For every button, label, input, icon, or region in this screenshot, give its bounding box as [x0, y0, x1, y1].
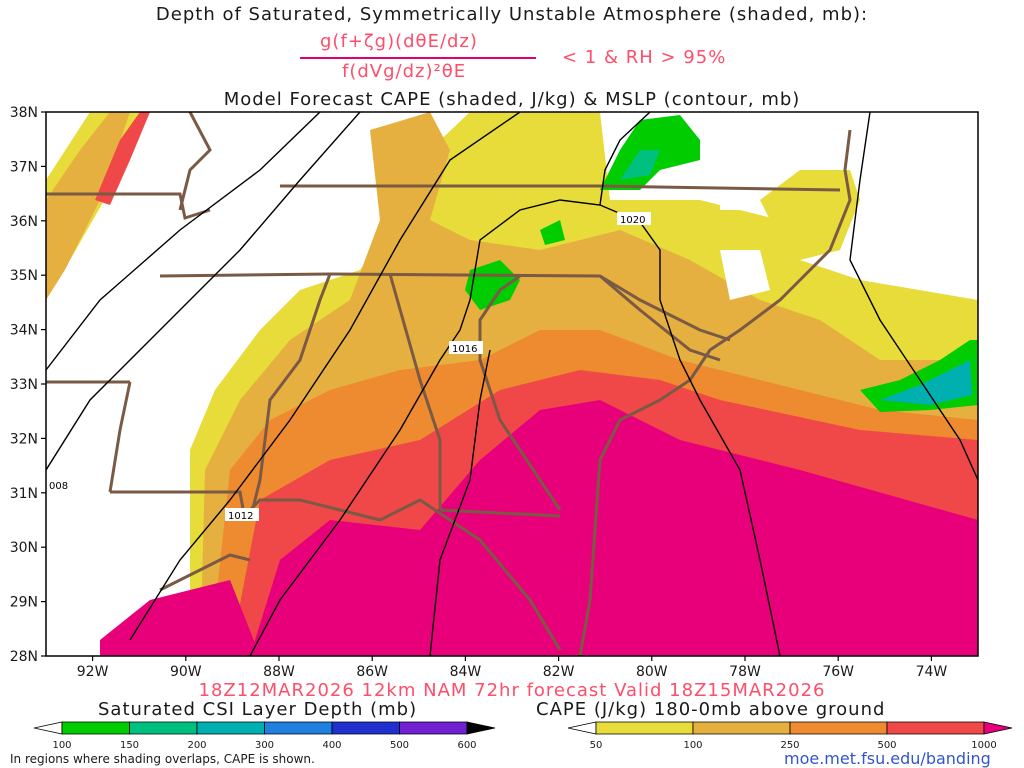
colorbars: 100 150 200 300 400 500 600 50 100 250 500 1000 [33, 721, 1013, 750]
lat-tick-label: 38N [10, 105, 38, 121]
lon-tick-label: 80W [636, 664, 668, 680]
lon-tick-label: 74W [916, 664, 948, 680]
formula-denominator: f(dVg/dz)²θE [342, 61, 467, 82]
colorbar-segment [331, 721, 400, 735]
colorbar-segment [196, 721, 265, 735]
lon-tick-label: 84W [450, 664, 482, 680]
colorbar-tick-label: 1000 [971, 740, 996, 750]
colorbar-segment [567, 721, 597, 735]
lat-tick-label: 35N [10, 268, 38, 284]
forecast-valid-line: 18Z12MAR2026 12km NAM 72hr forecast Vali… [198, 680, 826, 701]
colorbar-segment [129, 721, 198, 735]
colorbar-segment [264, 721, 333, 735]
lat-tick-label: 37N [10, 159, 38, 175]
colorbar-tick-label: 150 [120, 740, 139, 750]
lat-tick-label: 33N [10, 377, 38, 393]
lon-tick-label: 76W [822, 664, 854, 680]
lon-tick-label: 92W [77, 664, 109, 680]
colorbar-tick-label: 600 [457, 740, 476, 750]
colorbar-segment [692, 721, 791, 735]
csi-legend-title: Saturated CSI Layer Depth (mb) [98, 699, 418, 720]
lon-tick-label: 86W [356, 664, 388, 680]
isobar-label-1020: 1020 [620, 215, 645, 226]
title-line-1: Depth of Saturated, Symmetrically Unstab… [155, 4, 869, 25]
lat-tick-label: 36N [10, 214, 38, 230]
lon-tick-label: 82W [543, 664, 575, 680]
lat-tick-label: 28N [10, 649, 38, 665]
colorbar-segment [789, 721, 888, 735]
lat-tick-label: 29N [10, 595, 38, 611]
colorbar-tick-label: 300 [255, 740, 274, 750]
cape-colorbar: 50 100 250 500 1000 [567, 721, 1013, 750]
colorbar-tick-label: 250 [780, 740, 799, 750]
colorbar-tick-label: 500 [390, 740, 409, 750]
colorbar-segment [33, 721, 63, 735]
isobar-labels: 1020 1016 1012 008 [47, 212, 651, 522]
csi-colorbar: 100 150 200 300 400 500 600 [33, 721, 496, 750]
lat-tick-label: 31N [10, 486, 38, 502]
isobar-label-008: 008 [49, 481, 68, 492]
map-shading [46, 112, 978, 656]
formula-fraction-bar [300, 57, 536, 59]
colorbar-segment [61, 721, 130, 735]
colorbar-tick-label: 500 [877, 740, 896, 750]
cape-legend-title: CAPE (J/kg) 180-0mb above ground [536, 699, 886, 720]
colorbar-segment [983, 721, 1013, 735]
colorbar-tick-label: 100 [683, 740, 702, 750]
colorbar-tick-label: 400 [322, 740, 341, 750]
source-url-link[interactable]: moe.met.fsu.edu/banding [784, 749, 991, 768]
footer-note: In regions where shading overlaps, CAPE … [10, 752, 315, 766]
colorbar-segment [399, 721, 468, 735]
lon-tick-label: 88W [263, 664, 295, 680]
state-borders [46, 112, 852, 656]
colorbar-tick-label: 100 [52, 740, 71, 750]
formula-numerator: g(f+ζg)(dθE/dz) [320, 31, 478, 52]
latitude-axis: 38N 37N 36N 35N 34N 33N 32N 31N 30N 29N 28N [10, 105, 46, 665]
lon-tick-label: 90W [170, 664, 202, 680]
lat-tick-label: 32N [10, 431, 38, 447]
isobar-label-1016: 1016 [452, 344, 477, 355]
formula-condition: < 1 & RH > 95% [562, 47, 727, 68]
colorbar-segment [595, 721, 694, 735]
longitude-axis: 92W 90W 88W 86W 84W 82W 80W 78W 76W 74W [77, 656, 948, 680]
colorbar-tick-label: 200 [187, 740, 206, 750]
lat-tick-label: 34N [10, 323, 38, 339]
title-line-3: Model Forecast CAPE (shaded, J/kg) & MSL… [223, 89, 801, 110]
isobar-contours [46, 112, 978, 656]
colorbar-segment [466, 721, 496, 735]
colorbar-tick-label: 50 [590, 740, 603, 750]
isobar-label-1012: 1012 [228, 511, 253, 522]
colorbar-segment [886, 721, 985, 735]
lat-tick-label: 30N [10, 540, 38, 556]
lon-tick-label: 78W [729, 664, 761, 680]
